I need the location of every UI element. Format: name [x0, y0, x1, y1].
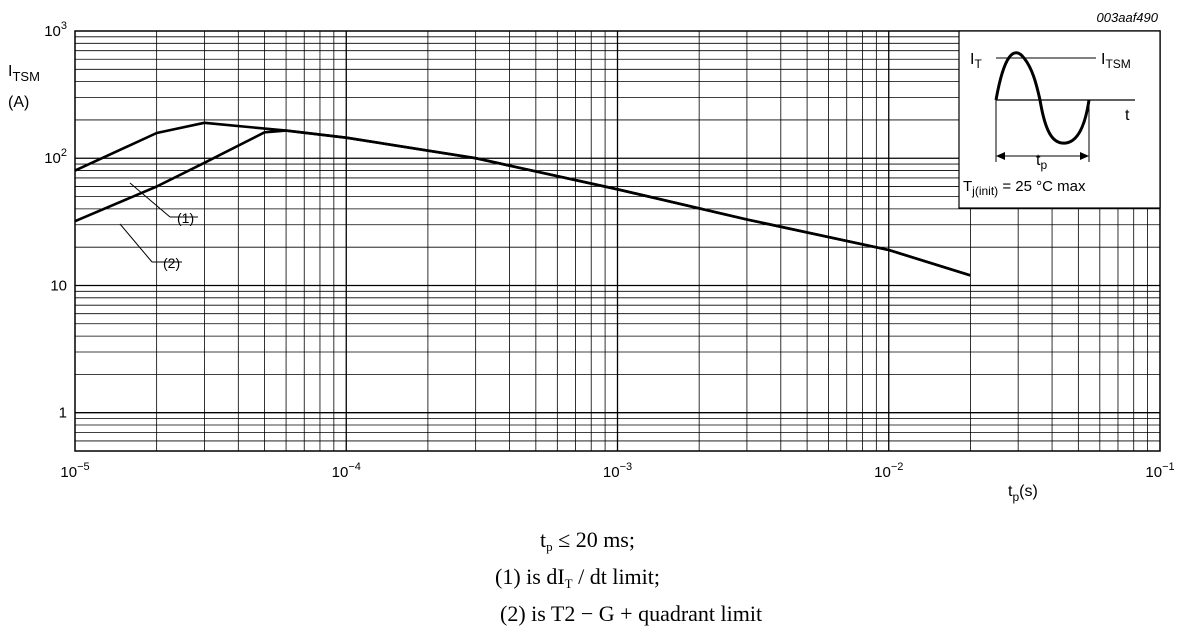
inset-current-label: IT: [970, 51, 982, 71]
chart-caption: tp ≤ 20 ms; (1) is dIT / dt limit; (2) i…: [380, 525, 820, 629]
series-layer: [74, 121, 971, 277]
x-tick-label: 10−2: [874, 461, 903, 481]
y-axis-unit: (A): [8, 94, 29, 111]
caption-line-1: tp ≤ 20 ms;: [540, 527, 635, 554]
x-tick-label: 10−1: [1145, 461, 1174, 481]
waveform-inset: IT ITSM t tp Tj(init) = 25 °C max: [958, 30, 1161, 209]
series-1-label: (1): [177, 210, 194, 226]
caption-line-3: (2) is T2 − G + quadrant limit: [500, 601, 763, 626]
inset-arrow-right-icon: [1080, 152, 1089, 160]
y-tick-label: 10: [50, 277, 67, 294]
inset-arrow-left-icon: [996, 152, 1005, 160]
inset-sine-wave: [994, 51, 1091, 145]
series-2-line: [74, 129, 971, 277]
x-axis-label: tp(s): [1008, 483, 1038, 504]
chart-grid: [75, 31, 1160, 451]
inset-time-label: t: [1125, 107, 1130, 124]
inset-temperature-label: Tj(init) = 25 °C max: [963, 178, 1086, 198]
y-tick-label: 103: [44, 20, 67, 40]
inset-frame: [958, 30, 1161, 209]
caption-line-2: (1) is dIT / dt limit;: [495, 564, 661, 591]
y-tick-label: 1: [59, 405, 67, 422]
y-axis-label: ITSM: [8, 63, 40, 84]
plot-frame: [74, 30, 1161, 452]
series-1-leader: [129, 182, 171, 218]
series-2-leader: [119, 223, 153, 263]
inset-pulse-label: tp: [1036, 152, 1047, 172]
figure-code: 003aaf490: [1097, 10, 1159, 25]
x-tick-label: 10−4: [332, 461, 361, 481]
series-2-label: (2): [163, 255, 180, 271]
x-tick-label: 10−5: [60, 461, 89, 481]
x-tick-label: 10−3: [603, 461, 632, 481]
inset-peak-label: ITSM: [1101, 51, 1131, 71]
y-tick-label: 102: [44, 147, 67, 167]
series-1-line: [74, 121, 971, 277]
